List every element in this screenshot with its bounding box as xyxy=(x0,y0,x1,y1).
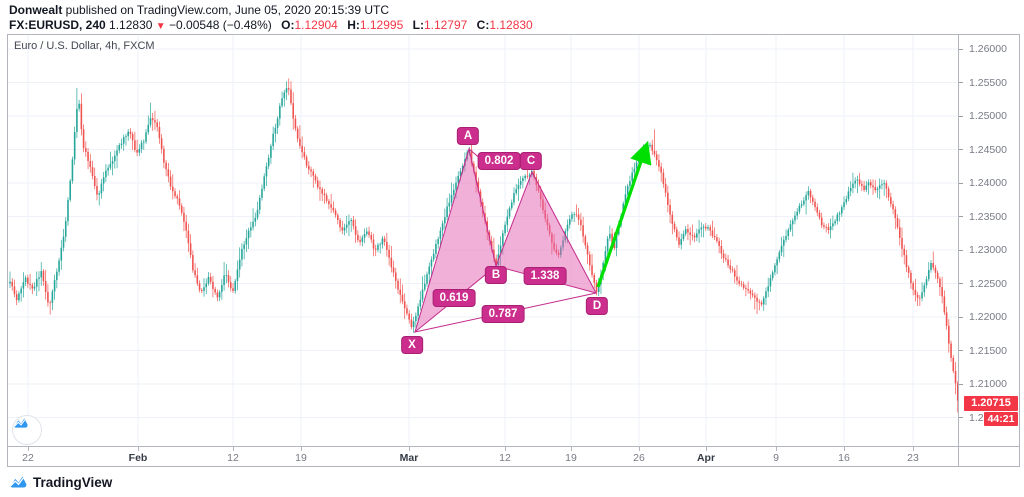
chart-watermark xyxy=(12,415,42,445)
y-axis-label: 1.21500 xyxy=(959,345,1019,357)
close-value: 1.12830 xyxy=(489,18,533,32)
y-axis-label: 1.23000 xyxy=(959,244,1019,256)
footer-branding: TradingView xyxy=(9,471,112,493)
x-axis-label: Mar xyxy=(399,452,419,464)
x-axis-tick xyxy=(505,447,506,451)
pattern-label-0.619[interactable]: 0.619 xyxy=(432,289,476,307)
x-axis-tick xyxy=(706,447,707,451)
x-axis-tick xyxy=(639,447,640,451)
pattern-label-d[interactable]: D xyxy=(585,297,609,315)
pattern-label-c[interactable]: C xyxy=(519,152,543,170)
candlestick-chart-canvas[interactable] xyxy=(8,35,958,446)
x-axis-label: 23 xyxy=(907,452,919,464)
chart-container: Euro / U.S. Dollar, 4h, FXCM X A B C D 0.802 0… xyxy=(7,34,1020,467)
pattern-label-a[interactable]: A xyxy=(456,127,480,145)
author-name: Donwealt xyxy=(9,3,63,17)
x-axis-label: 22 xyxy=(22,452,34,464)
last-price: 1.12830 xyxy=(109,18,153,32)
high-label: H: xyxy=(347,18,360,32)
x-axis-tick xyxy=(233,447,234,451)
x-axis-label: 12 xyxy=(499,452,511,464)
y-axis-label: 1.23500 xyxy=(959,211,1019,223)
time-axis[interactable]: 22 Feb 12 19 Mar 12 19 26 Apr 9 16 23 xyxy=(8,446,958,467)
x-axis-label: 9 xyxy=(773,452,779,464)
y-axis-label: 1.24000 xyxy=(959,177,1019,189)
x-axis-label: 12 xyxy=(227,452,239,464)
y-axis-label: 1.22500 xyxy=(959,278,1019,290)
low-label: L: xyxy=(412,18,424,32)
open-value: 1.12904 xyxy=(294,18,338,32)
brand-name[interactable]: TradingView xyxy=(33,474,113,490)
x-axis-tick xyxy=(571,447,572,451)
x-axis-tick xyxy=(409,447,410,451)
x-axis-label: Apr xyxy=(696,452,716,464)
x-axis-tick xyxy=(301,447,302,451)
pattern-label-0.802[interactable]: 0.802 xyxy=(477,152,521,170)
x-axis-label: 16 xyxy=(838,452,850,464)
byline-text: published on TradingView.com, June 05, 2… xyxy=(62,3,390,17)
y-axis-label: 1.24500 xyxy=(959,144,1019,156)
pattern-label-b[interactable]: B xyxy=(484,266,508,284)
axis-corner xyxy=(958,446,1019,467)
x-axis-label: Feb xyxy=(128,452,148,464)
x-axis-label: 19 xyxy=(565,452,577,464)
symbol-ohlc-row: FX:EURUSD, 240 1.12830 ▼ −0.00548 (−0.48… xyxy=(9,18,533,34)
y-axis-label: 1.26000 xyxy=(959,43,1019,55)
pattern-label-0.787[interactable]: 0.787 xyxy=(481,305,525,323)
y-axis-label: 1.25500 xyxy=(959,77,1019,89)
close-label: C: xyxy=(476,18,490,32)
symbol-name: FX:EURUSD, 240 xyxy=(9,18,106,32)
x-axis-tick xyxy=(28,447,29,451)
bar-countdown-badge: 44:21 xyxy=(984,412,1018,426)
y-axis-label: 1.21000 xyxy=(959,378,1019,390)
x-axis-tick xyxy=(776,447,777,451)
high-value: 1.12995 xyxy=(359,18,404,32)
y-axis-label: 1.25000 xyxy=(959,110,1019,122)
tradingview-logo-icon xyxy=(13,418,28,428)
pattern-label-1.338[interactable]: 1.338 xyxy=(523,267,567,285)
open-label: O: xyxy=(281,18,295,32)
current-price-badge: 1.20715 xyxy=(964,396,1018,411)
byline: Donwealt published on TradingView.com, J… xyxy=(9,3,389,18)
projection-arrow[interactable] xyxy=(596,140,652,288)
price-change: −0.00548 (−0.48%) xyxy=(169,18,272,32)
x-axis-label: 26 xyxy=(633,452,645,464)
x-axis-tick xyxy=(844,447,845,451)
tradingview-logo-icon[interactable] xyxy=(9,474,28,490)
x-axis-label: 19 xyxy=(295,452,307,464)
x-axis-tick xyxy=(138,447,139,451)
down-triangle-icon: ▼ xyxy=(155,21,166,32)
pane-title: Euro / U.S. Dollar, 4h, FXCM xyxy=(14,40,155,52)
price-axis[interactable]: 1.205001.210001.215001.220001.225001.230… xyxy=(958,35,1019,446)
pattern-label-x[interactable]: X xyxy=(401,336,423,354)
y-axis-label: 1.22000 xyxy=(959,311,1019,323)
price-pane[interactable]: Euro / U.S. Dollar, 4h, FXCM X A B C D 0.802 0… xyxy=(8,35,958,446)
low-value: 1.12797 xyxy=(423,18,468,32)
x-axis-tick xyxy=(913,447,914,451)
